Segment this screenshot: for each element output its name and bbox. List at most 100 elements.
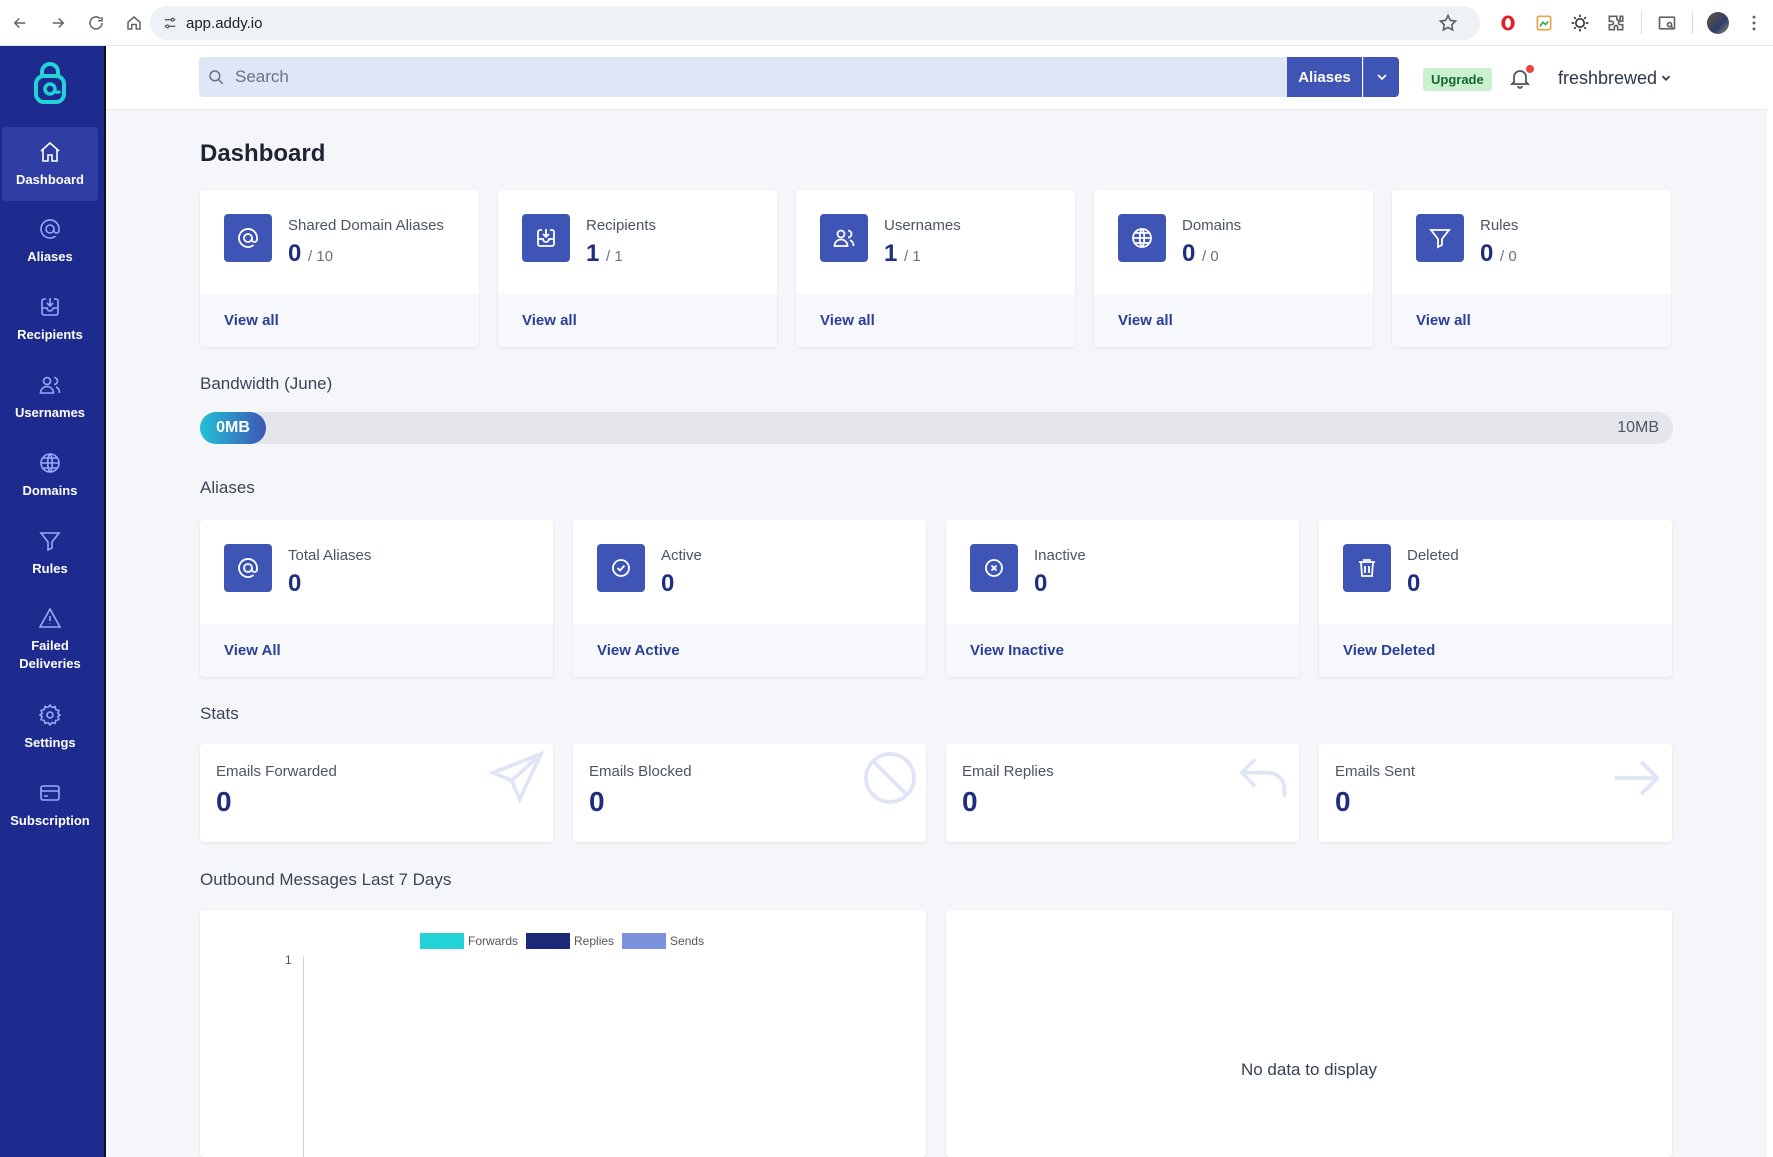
paper-plane-icon	[488, 750, 545, 804]
notification-dot	[1526, 65, 1534, 73]
view-all-link[interactable]: View all	[1416, 312, 1471, 329]
card-limit: / 1	[904, 248, 921, 265]
view-all-link[interactable]: View all	[1118, 312, 1173, 329]
view-all-link[interactable]: View all	[224, 312, 279, 329]
inbox-icon	[41, 297, 59, 316]
view-all-link[interactable]: View all	[522, 312, 577, 329]
extensions-area	[1437, 0, 1765, 46]
sidebar-item-usernames[interactable]: Usernames	[2, 360, 98, 434]
bandwidth-used: 0MB	[200, 412, 266, 444]
summary-card-recipients: Recipients 1 / 1 View all	[498, 190, 777, 347]
card-limit: / 10	[308, 248, 334, 265]
sidebar-item-label: Usernames	[14, 404, 86, 420]
home-icon	[40, 141, 60, 162]
summary-card-domains: Domains 0 / 0 View all	[1094, 190, 1373, 347]
legend-item-sends[interactable]: Sends	[622, 933, 704, 949]
ban-icon	[864, 752, 916, 804]
x-circle-icon	[970, 544, 1018, 592]
no-data-message: No data to display	[1240, 1060, 1378, 1079]
extensions-puzzle-icon[interactable]	[1605, 12, 1627, 34]
address-bar[interactable]: app.addy.io	[150, 6, 1480, 40]
sun-extension-icon[interactable]	[1569, 12, 1591, 34]
card-value: 0 / 10	[288, 240, 333, 268]
image-extension-icon[interactable]	[1533, 12, 1555, 34]
home-browser-icon[interactable]	[116, 5, 152, 41]
view-all-aliases-link[interactable]: View All	[224, 642, 281, 659]
sidebar-item-subscription[interactable]: Subscription	[2, 768, 98, 842]
stat-value: 0	[216, 786, 232, 817]
reply-icon	[1239, 758, 1287, 797]
legend-swatch	[526, 933, 571, 949]
summary-card-usernames: Usernames 1 / 1 View all	[796, 190, 1075, 347]
bandwidth-heading: Bandwidth (June)	[200, 374, 333, 393]
bandwidth-progress-bar: 0MB 10MB	[200, 412, 1673, 444]
alias-card-deleted: Deleted 0 View Deleted	[1319, 520, 1672, 677]
y-axis-line	[303, 956, 304, 1157]
card-label: Usernames	[884, 217, 961, 234]
main-content: Dashboard Shared Domain Aliases 0 / 10 V…	[106, 110, 1767, 1157]
card-count: 0	[1182, 240, 1196, 267]
view-active-link[interactable]: View Active	[597, 642, 680, 659]
stat-value: 0	[962, 786, 978, 817]
stat-card-emails-forwarded: Emails Forwarded 0	[200, 744, 553, 842]
globe-icon	[1118, 214, 1166, 262]
browser-toolbar: app.addy.io	[0, 0, 1773, 46]
search-placeholder: Search	[235, 67, 289, 86]
upgrade-badge[interactable]: Upgrade	[1423, 68, 1492, 91]
forward-icon[interactable]	[40, 5, 76, 41]
browser-menu-icon[interactable]	[1743, 12, 1765, 34]
reload-icon[interactable]	[78, 5, 114, 41]
card-count: 1	[884, 240, 898, 267]
filter-icon	[39, 531, 61, 551]
stat-label: Emails Blocked	[589, 763, 692, 780]
card-label: Rules	[1480, 217, 1519, 234]
user-menu[interactable]: freshbrewed	[1558, 68, 1658, 88]
sidebar-item-label: Subscription	[10, 812, 90, 828]
sidebar-item-label: Aliases	[27, 248, 73, 264]
card-label: Active	[661, 547, 702, 564]
search-scope-dropdown[interactable]	[1363, 57, 1399, 97]
legend-label: Forwards	[468, 934, 519, 948]
card-label: Recipients	[586, 217, 657, 234]
legend-swatch	[420, 933, 464, 949]
chevron-down-icon	[1376, 74, 1387, 81]
card-count: 0	[288, 240, 302, 267]
stat-value: 0	[589, 786, 605, 817]
chart-legend: Forwards Replies Sends	[420, 933, 712, 949]
sidebar-item-aliases[interactable]: Aliases	[2, 204, 98, 278]
card-value: 0 / 0	[1182, 240, 1219, 268]
users-icon	[820, 214, 868, 262]
sidebar-item-domains[interactable]: Domains	[2, 438, 98, 512]
search-scope-button[interactable]: Aliases	[1287, 57, 1362, 97]
profile-avatar[interactable]	[1707, 12, 1729, 34]
page-title: Dashboard	[200, 140, 326, 167]
chevron-down-icon[interactable]	[1659, 71, 1673, 85]
stat-label: Email Replies	[962, 763, 1054, 780]
gear-icon	[38, 703, 62, 726]
sidebar-item-recipients[interactable]: Recipients	[2, 282, 98, 356]
tab-search-icon[interactable]	[1656, 12, 1678, 34]
back-icon[interactable]	[2, 5, 38, 41]
sidebar-item-settings[interactable]: Settings	[2, 690, 98, 764]
site-settings-icon[interactable]	[162, 15, 178, 31]
legend-item-forwards[interactable]: Forwards	[420, 933, 518, 949]
notification-bell-icon[interactable]	[1508, 66, 1532, 90]
view-deleted-link[interactable]: View Deleted	[1343, 642, 1436, 659]
bookmark-star-icon[interactable]	[1437, 12, 1459, 34]
card-value: 0 / 0	[1480, 240, 1517, 268]
view-inactive-link[interactable]: View Inactive	[970, 642, 1064, 659]
legend-label: Sends	[670, 934, 705, 948]
sidebar-item-rules[interactable]: Rules	[2, 516, 98, 590]
card-label: Inactive	[1034, 547, 1086, 564]
legend-swatch	[622, 933, 667, 949]
legend-item-replies[interactable]: Replies	[526, 933, 614, 949]
opera-extension-icon[interactable]	[1497, 12, 1519, 34]
sidebar-item-failed-deliveries[interactable]: Failed Deliveries	[2, 594, 98, 684]
search-input[interactable]: Search	[199, 57, 1287, 97]
sidebar-item-dashboard[interactable]: Dashboard	[2, 127, 98, 201]
legend-label: Replies	[574, 934, 615, 948]
addy-logo[interactable]	[30, 60, 70, 106]
sidebar-item-label: Recipients	[17, 326, 83, 342]
view-all-link[interactable]: View all	[820, 312, 875, 329]
card-label: Domains	[1182, 217, 1242, 234]
